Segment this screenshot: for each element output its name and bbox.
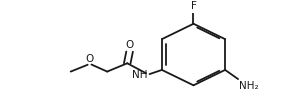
Text: F: F: [191, 1, 196, 11]
Text: NH₂: NH₂: [239, 81, 259, 91]
Text: O: O: [126, 40, 134, 50]
Text: NH: NH: [132, 70, 147, 80]
Text: O: O: [85, 54, 94, 64]
